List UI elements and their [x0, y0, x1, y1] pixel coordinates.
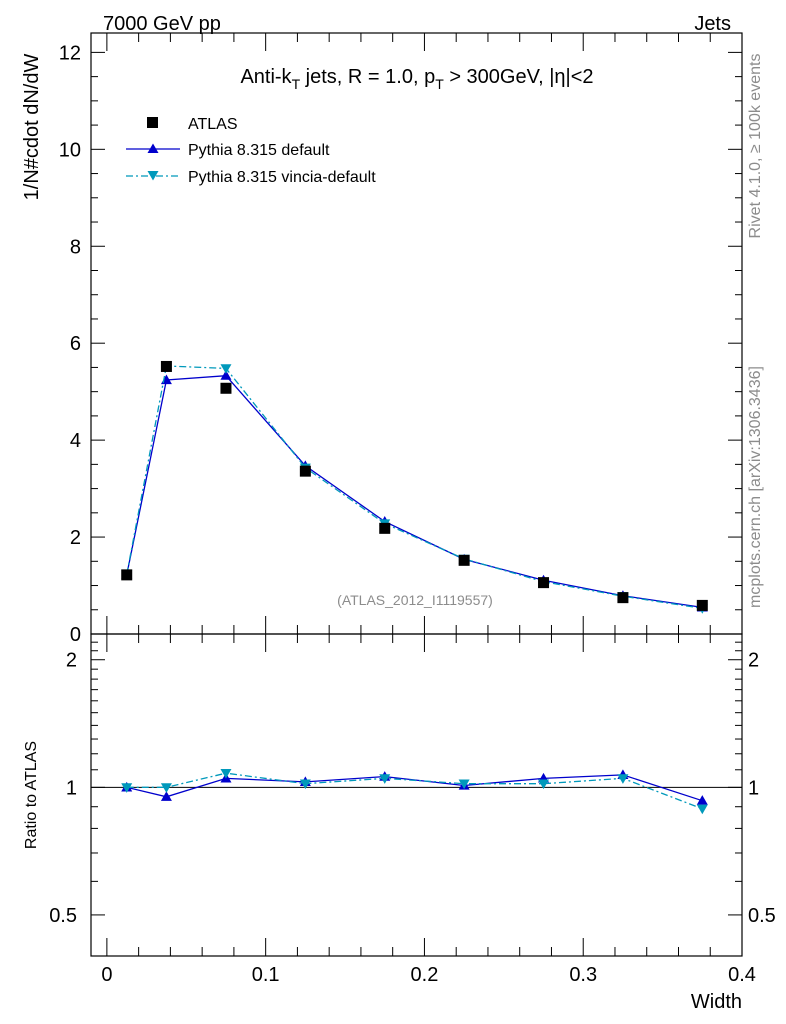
ratio-pythia-vincia-point — [617, 774, 629, 784]
y-tick-label: 4 — [70, 430, 81, 452]
atlas-data-point — [379, 522, 391, 534]
main-series — [121, 360, 708, 614]
atlas-data-point — [696, 599, 708, 611]
ratio-frame — [90, 633, 743, 957]
pythia-default-point — [220, 370, 232, 380]
y-tick-label: 2 — [70, 527, 81, 549]
ratio-pythia-vincia-line — [126, 772, 703, 810]
ratio-pythia-vincia-point — [121, 783, 133, 793]
source-label: mcplots.cern.ch [arXiv:1306.3436] — [747, 366, 764, 608]
y-tick-label: 10 — [59, 139, 81, 161]
ratio-y-label: Ratio to ATLAS — [23, 741, 40, 849]
ratio-y-axis: 0.5 0.5 1 1 2 2 — [49, 633, 776, 957]
atlas-data-point — [121, 569, 133, 581]
pythia-vincia-line — [126, 365, 703, 609]
ratio-pythia-vincia-point — [458, 779, 470, 790]
ratio-pythia-vincia-point — [299, 779, 311, 790]
x-tick-label: 0.2 — [411, 964, 439, 986]
atlas-data-point — [299, 465, 311, 477]
y-tick-label: 6 — [70, 333, 81, 355]
main-y-label: 1/N#cdot dN/dW — [21, 54, 43, 201]
title-prefix-sub: T — [292, 76, 301, 92]
ratio-pythia-default-point — [696, 795, 708, 805]
ratio-y-tick-label-right: 1 — [748, 777, 759, 799]
ratio-pythia-vincia-point — [538, 779, 550, 790]
main-y-axis: 0 2 4 6 8 10 12 — [59, 42, 742, 646]
x-axis-label: Width — [691, 991, 742, 1013]
legend-vincia-marker — [147, 171, 159, 181]
ratio-y-tick-label-right: 2 — [748, 650, 759, 672]
chart-title: Anti-kT jets, R = 1.0, pT > 300GeV, |η|<… — [240, 66, 593, 92]
ratio-pythia-default-point — [160, 791, 172, 801]
pythia-vincia-point — [220, 364, 232, 374]
atlas-data-point — [617, 592, 629, 604]
title-middle-sub: T — [435, 76, 444, 92]
legend-default-marker — [147, 143, 159, 153]
pythia-default-line — [126, 374, 703, 608]
ratio-series — [121, 769, 708, 815]
ratio-x-axis: 0 0.1 0.2 0.3 0.4 — [101, 634, 756, 986]
legend-atlas-label: ATLAS — [188, 116, 238, 133]
main-x-ticks — [106, 33, 743, 634]
legend-vincia-label: Pythia 8.315 vincia-default — [188, 169, 376, 186]
legend-atlas-marker — [147, 117, 158, 128]
atlas-data-point — [458, 554, 470, 566]
ratio-y-tick-label: 0.5 — [49, 905, 77, 927]
y-tick-label: 12 — [59, 42, 81, 64]
title-prefix: Anti-k — [240, 66, 292, 88]
atlas-data-point — [220, 382, 232, 394]
atlas-data-point — [538, 577, 550, 589]
atlas-data-point — [160, 360, 172, 372]
y-tick-label: 8 — [70, 236, 81, 258]
rivet-label: Rivet 4.1.0, ≥ 100k events — [747, 54, 764, 239]
y-tick-label: 0 — [70, 624, 81, 646]
ratio-y-tick-label: 1 — [66, 777, 77, 799]
energy-label: 7000 GeV pp — [103, 13, 221, 35]
x-tick-label: 0.1 — [252, 964, 280, 986]
title-middle: jets, R = 1.0, p — [300, 66, 435, 88]
title-suffix: > 300GeV, |η|<2 — [444, 66, 594, 88]
ratio-panel: 0.5 0.51 12 2 0 0.1 0.2 0.3 0.4 Ratio to ATLAS … — [23, 633, 776, 1013]
legend: ATLAS Pythia 8.315 default Pythia 8.315 … — [126, 116, 376, 186]
ratio-y-tick-label: 2 — [66, 650, 77, 672]
x-tick-label: 0.3 — [569, 964, 597, 986]
ratio-pythia-vincia-point — [379, 774, 391, 784]
legend-default-label: Pythia 8.315 default — [188, 142, 330, 159]
ratio-pythia-vincia-point — [220, 769, 232, 779]
ratio-pythia-vincia-point — [696, 804, 708, 815]
process-label: Jets — [694, 13, 731, 35]
ratio-pythia-vincia-point — [160, 783, 172, 793]
ratio-y-tick-label-right: 0.5 — [748, 905, 776, 927]
x-tick-label: 0 — [101, 964, 112, 986]
x-tick-label: 0.4 — [728, 964, 756, 986]
analysis-watermark: (ATLAS_2012_I1119557) — [337, 592, 493, 608]
